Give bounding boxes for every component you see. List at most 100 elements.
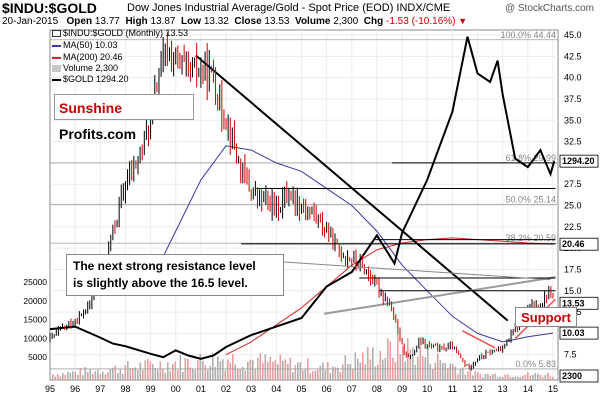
volume-bar [317,369,319,380]
volume-bar [74,371,77,380]
legend-price-swatch [52,30,61,38]
volume-bar [504,374,507,380]
volume-bar [444,363,447,380]
volume-bar [214,367,217,380]
legend-price: $INDU:$GOLD (Monthly) 13.53 [52,28,188,38]
fib-level-label: 100.0% 44.44 [500,30,556,40]
y-tick-label: 27.5 [564,179,582,189]
ohlc-line: 20-Jan-2015 Open 13.77 High 13.87 Low 13… [2,16,467,27]
y-tick-label: 7.5 [564,350,577,360]
volume-bar [502,377,504,380]
volume-bar [157,369,159,380]
volume-bar [329,372,332,380]
volume-bar [72,371,74,380]
volume-bar [212,353,214,380]
volume-bar [182,371,184,380]
volume-bar [124,365,127,380]
fib-level-label: 38.2% 20.59 [505,233,556,243]
volume-bar [499,376,502,380]
stockcharts-watermark: @ StockCharts.com [504,3,594,14]
support-label: Support [515,307,577,327]
volume-bar [494,373,497,380]
price-tag-box [559,296,599,310]
volume-bar [107,372,109,380]
volume-bar [132,367,134,380]
resistance-annotation: The next strong resistance level is slig… [66,254,284,296]
volume-bar [484,373,487,380]
volume-bar [472,375,474,380]
volume-bar [97,369,99,380]
volume-bar [274,360,277,380]
volume-bar [429,363,432,380]
volume-bar [292,372,294,380]
volume-bar [114,365,117,380]
legend-ma50-swatch [52,44,61,47]
volume-bar [52,374,54,380]
volume-bar [457,374,459,380]
gold-tick-label: 5000 [28,352,47,362]
y-tick-label: 37.5 [564,94,582,104]
high-label: High [125,16,148,27]
open-label: Open [66,16,93,27]
logo-part1: Sunshine [59,100,123,116]
volume-bar [519,376,522,380]
volume-bar [174,361,177,380]
volume-bar [372,347,374,380]
volume-bar [409,349,412,380]
chg-label: Chg [363,16,384,27]
volume-bar [389,341,392,380]
volume-bar [134,367,137,380]
volume-bar [422,356,424,380]
volume-bar [349,363,352,380]
volume-bar [247,361,249,380]
volume-bar [547,372,549,380]
price-tag-label: 2300 [562,371,582,381]
y-tick-label: 42.5 [564,51,582,61]
volume-bar [119,368,122,380]
volume-bar [154,367,157,380]
x-tick-label: 02 [221,384,231,394]
volume-bar [552,376,554,380]
volume-bar [122,374,124,380]
volume-bar [324,369,327,380]
volume-bar [404,361,407,380]
volume-bar [474,371,477,380]
volume-bar [432,369,434,380]
volume-bar [227,359,229,380]
volume-bar [434,362,437,380]
legend-gold-swatch [52,78,61,81]
x-tick-label: 06 [322,384,332,394]
legend-ma200-label: MA(200) 20.46 [63,52,123,62]
price-tag-box [559,237,599,251]
low-label: Low [181,16,202,27]
volume-bar [149,361,152,380]
x-tick-label: 09 [397,384,407,394]
x-tick-label: 08 [372,384,382,394]
date-value: 20-Jan-2015 [2,16,59,27]
volume-bar [284,359,287,380]
volume-bar [512,377,514,380]
volume-bar [57,374,59,380]
legend-gold: $GOLD 1294.20 [52,74,129,84]
volume-bar [374,366,377,380]
volume-bar [62,372,64,380]
volume-bar [419,346,422,380]
legend-price-label: $INDU:$GOLD (Monthly) 13.53 [63,28,189,38]
volume-bar [492,374,494,380]
volume-bar [342,364,344,380]
volume-bar [357,358,359,380]
volume-bar [367,347,369,380]
volume-bar [117,373,119,380]
volume-bar [454,366,457,380]
legend-volume: Volume 2,300 [52,63,118,73]
volume-bar [297,362,299,380]
volume-bar [394,362,397,380]
volume-bar [442,362,444,380]
fib-level-label: 50.0% 25.14 [505,194,556,204]
fib-level-label: 61.8% 29.99 [505,153,556,163]
volume-bar [507,374,509,380]
volume-bar [77,374,79,380]
close-value: 13.53 [264,16,290,27]
ma200-line [225,237,554,356]
